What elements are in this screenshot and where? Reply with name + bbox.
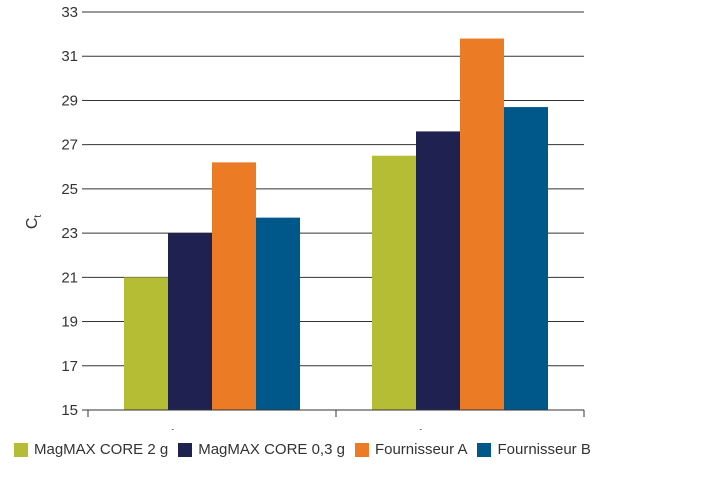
legend-label: MagMAX CORE 2 g xyxy=(34,441,169,458)
y-tick-label: 21 xyxy=(61,269,78,286)
x-tick-label: Échantillon 2 xyxy=(414,428,506,430)
legend-swatch xyxy=(14,442,28,457)
x-tick-label: Échantillon 1 xyxy=(166,428,258,430)
legend-swatch xyxy=(354,442,369,457)
x-axis-ticks: Échantillon 1 Échantillon 2 xyxy=(87,410,585,430)
bar xyxy=(372,155,416,410)
bar xyxy=(212,162,256,410)
bar xyxy=(504,107,548,411)
y-tick-label: 19 xyxy=(61,314,78,331)
y-tick-label: 29 xyxy=(61,92,78,109)
bar xyxy=(460,38,504,411)
legend: MagMAX CORE 2 g MagMAX CORE 0,3 g Fourni… xyxy=(14,441,601,458)
legend-item-magmax-2g: MagMAX CORE 2 g xyxy=(14,441,168,458)
legend-label: Fournisseur A xyxy=(374,441,468,458)
y-axis-label: Ct xyxy=(24,215,44,230)
y-axis-ticks: 15 17 19 21 23 25 27 29 31 33 xyxy=(61,4,88,419)
bar xyxy=(256,217,300,410)
y-tick-label: 31 xyxy=(61,48,78,65)
y-tick-label: 23 xyxy=(61,225,78,242)
bars xyxy=(124,38,548,411)
y-tick-label: 27 xyxy=(61,137,78,154)
bar xyxy=(124,277,168,410)
bar xyxy=(168,233,212,410)
legend-item-fournisseur-a: Fournisseur A xyxy=(354,441,468,458)
legend-swatch xyxy=(477,442,492,457)
legend-item-fournisseur-b: Fournisseur B xyxy=(477,441,591,458)
legend-label: MagMAX CORE 0,3 g xyxy=(198,441,345,458)
y-tick-label: 33 xyxy=(61,4,78,21)
y-axis-label-main: C xyxy=(24,218,41,230)
legend-label: Fournisseur B xyxy=(497,441,591,458)
legend-item-magmax-03g: MagMAX CORE 0,3 g xyxy=(178,441,345,458)
y-tick-label: 17 xyxy=(61,358,78,375)
legend-swatch xyxy=(178,442,193,457)
y-tick-label: 15 xyxy=(61,402,78,419)
bar xyxy=(416,131,460,410)
y-tick-label: 25 xyxy=(61,181,78,198)
y-axis-label-sub: t xyxy=(33,215,44,218)
